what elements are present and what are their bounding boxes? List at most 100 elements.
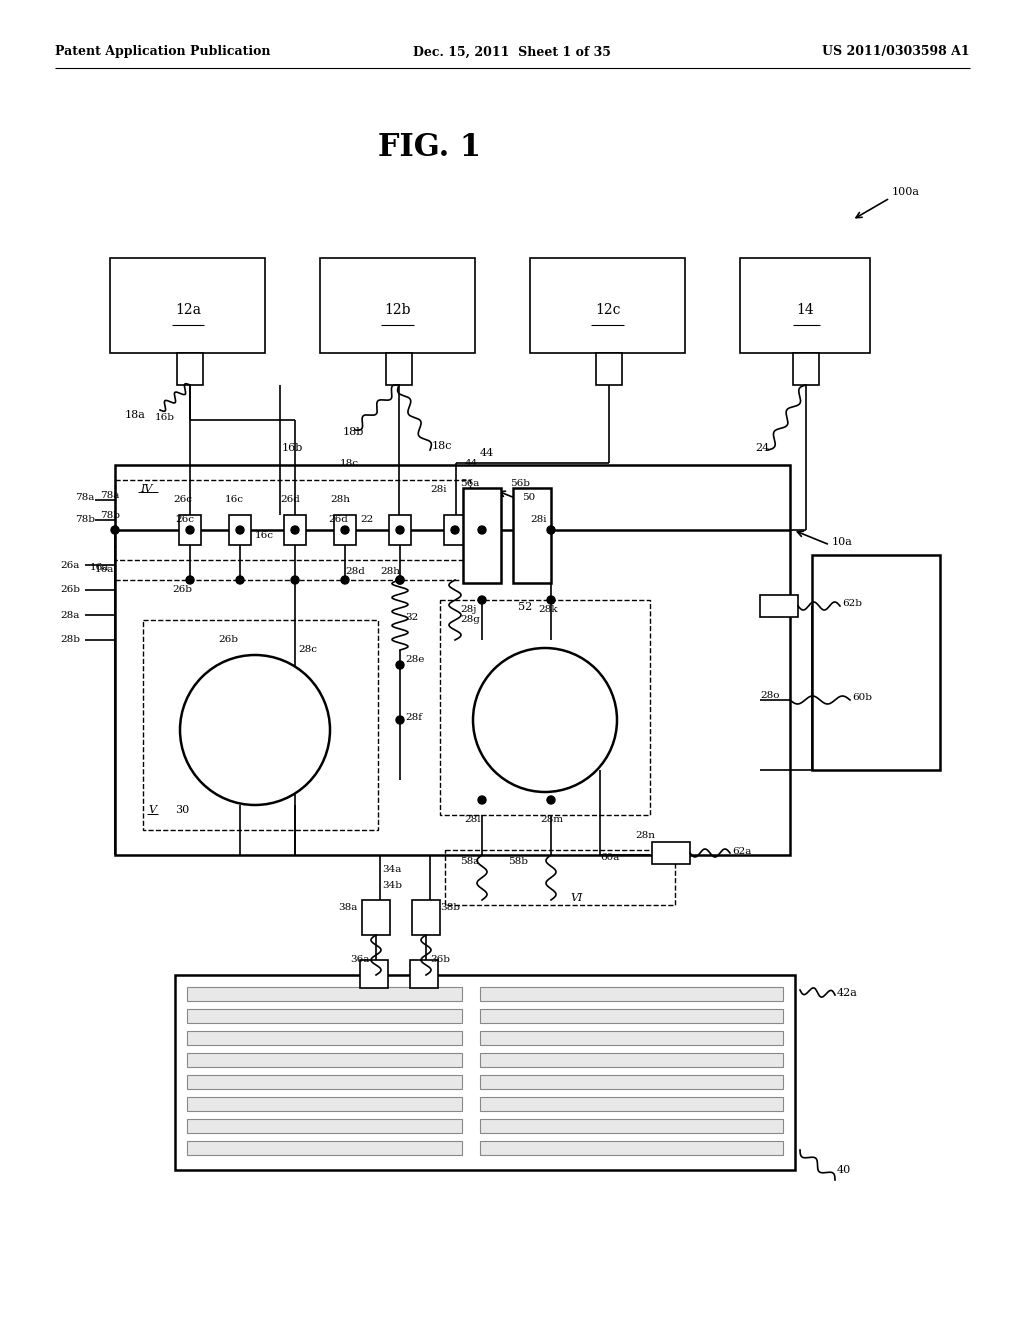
Bar — [175, 975, 795, 1170]
Text: 60a: 60a — [600, 854, 620, 862]
Text: 16c: 16c — [255, 531, 274, 540]
Text: 22: 22 — [360, 516, 374, 524]
Text: 16b: 16b — [282, 444, 303, 453]
Bar — [179, 515, 201, 545]
Circle shape — [547, 525, 555, 535]
Text: 36a: 36a — [350, 956, 370, 965]
Text: 18c: 18c — [340, 458, 359, 467]
Text: 26d: 26d — [328, 516, 348, 524]
Text: 78b: 78b — [75, 516, 95, 524]
Text: 28d: 28d — [345, 568, 365, 577]
Text: 42a: 42a — [837, 987, 858, 998]
Text: V: V — [148, 805, 156, 814]
Text: 78b: 78b — [100, 511, 120, 520]
Text: 28l: 28l — [464, 816, 480, 825]
Bar — [480, 1140, 783, 1155]
Bar — [530, 257, 685, 352]
Text: 28g: 28g — [460, 615, 480, 624]
Text: 28n: 28n — [635, 832, 655, 841]
Text: 26b: 26b — [218, 635, 238, 644]
Bar — [143, 620, 378, 830]
Bar — [187, 1074, 462, 1089]
Bar — [389, 515, 411, 545]
Text: 58b: 58b — [508, 858, 528, 866]
Bar — [463, 488, 501, 583]
Text: 28m: 28m — [540, 816, 563, 825]
Bar — [812, 554, 940, 770]
Bar — [480, 1074, 783, 1089]
Bar — [596, 352, 622, 385]
Circle shape — [547, 597, 555, 605]
Text: 28k: 28k — [538, 606, 557, 615]
Bar — [177, 352, 203, 385]
Bar — [187, 1119, 462, 1133]
Bar — [187, 987, 462, 1001]
Text: IV: IV — [140, 484, 153, 494]
Circle shape — [186, 576, 194, 583]
Text: 40: 40 — [837, 1166, 851, 1175]
Bar — [187, 1097, 462, 1111]
Bar — [187, 1008, 462, 1023]
Text: 12c: 12c — [595, 304, 621, 317]
Text: 26c: 26c — [175, 516, 194, 524]
Text: Patent Application Publication: Patent Application Publication — [55, 45, 270, 58]
Bar — [110, 257, 265, 352]
Text: 28c: 28c — [298, 645, 317, 655]
Text: 26b: 26b — [172, 586, 193, 594]
Circle shape — [111, 525, 119, 535]
Bar — [740, 257, 870, 352]
Text: 28i: 28i — [530, 516, 547, 524]
Text: 28o: 28o — [760, 690, 779, 700]
Bar — [362, 900, 390, 935]
Bar — [187, 1053, 462, 1067]
Text: 78a: 78a — [75, 494, 94, 503]
Bar — [360, 960, 388, 987]
Circle shape — [396, 576, 404, 583]
Text: 28f: 28f — [406, 714, 422, 722]
Text: US 2011/0303598 A1: US 2011/0303598 A1 — [822, 45, 970, 58]
Circle shape — [291, 576, 299, 583]
Text: 16a: 16a — [90, 562, 110, 572]
Text: 12b: 12b — [385, 304, 412, 317]
Text: 78a: 78a — [100, 491, 120, 499]
Text: 16b: 16b — [155, 413, 175, 422]
Circle shape — [236, 525, 244, 535]
Text: 56b: 56b — [510, 479, 530, 488]
Text: 28h: 28h — [380, 568, 400, 577]
Bar — [444, 515, 466, 545]
Text: 12a: 12a — [175, 304, 201, 317]
Circle shape — [396, 715, 404, 723]
Bar — [440, 601, 650, 814]
Circle shape — [396, 525, 404, 535]
Bar — [284, 515, 306, 545]
Text: 44: 44 — [480, 447, 495, 458]
Circle shape — [547, 796, 555, 804]
Bar — [115, 465, 790, 855]
Text: 18c: 18c — [432, 441, 453, 451]
Bar — [319, 257, 475, 352]
Text: 26a: 26a — [60, 561, 80, 569]
Text: 26b: 26b — [60, 586, 80, 594]
Text: 28e: 28e — [406, 656, 424, 664]
Bar — [480, 1053, 783, 1067]
Text: 16c: 16c — [225, 495, 244, 504]
Circle shape — [396, 661, 404, 669]
Circle shape — [478, 525, 486, 535]
Text: 26d: 26d — [280, 495, 300, 504]
Text: VI: VI — [570, 894, 583, 903]
Circle shape — [186, 525, 194, 535]
Text: 10a: 10a — [831, 537, 853, 546]
Text: 18b: 18b — [343, 426, 365, 437]
Text: 14: 14 — [796, 304, 814, 317]
Text: 28h: 28h — [330, 495, 350, 504]
Circle shape — [396, 576, 404, 583]
Bar — [793, 352, 819, 385]
Circle shape — [291, 525, 299, 535]
Bar — [445, 850, 675, 906]
Bar — [386, 352, 412, 385]
Text: 28i: 28i — [430, 486, 446, 495]
Circle shape — [451, 525, 459, 535]
Circle shape — [180, 655, 330, 805]
Bar — [187, 1140, 462, 1155]
Bar — [480, 1097, 783, 1111]
